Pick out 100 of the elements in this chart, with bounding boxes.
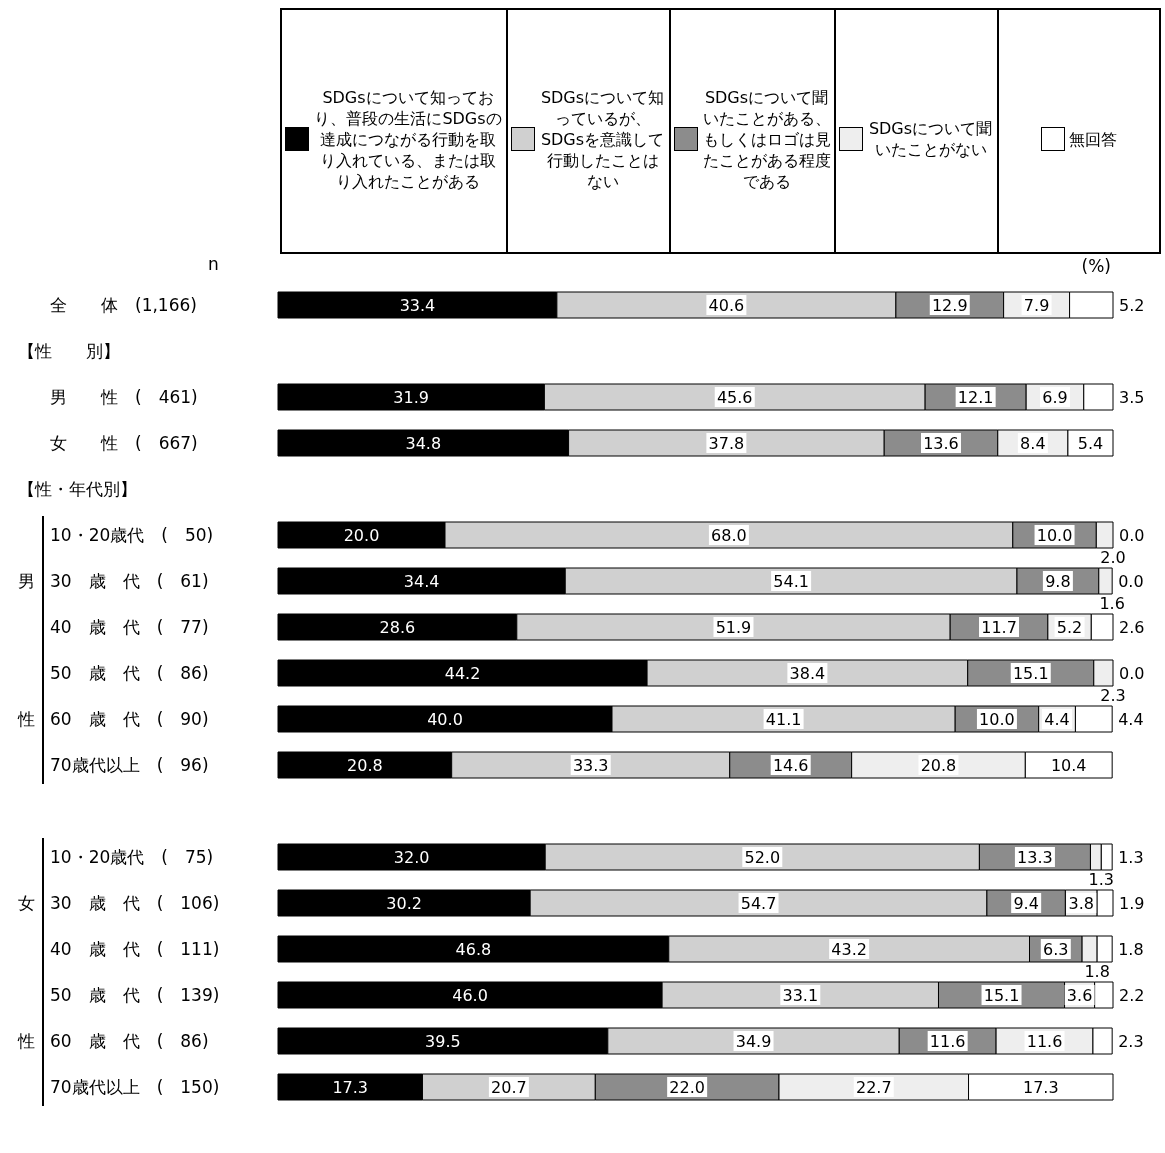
data-label: 2.3 xyxy=(1118,1031,1144,1051)
text: 性 xyxy=(18,1030,35,1053)
data-label: 2.6 xyxy=(1119,617,1145,637)
data-label: 1.6 xyxy=(1099,593,1125,613)
data-label: 40.6 xyxy=(708,295,745,315)
data-label: 3.6 xyxy=(1066,985,1093,1005)
text: 男 xyxy=(18,570,35,593)
data-label: 1.8 xyxy=(1084,961,1110,981)
data-label: 2.3 xyxy=(1100,685,1126,705)
text: 女 xyxy=(18,892,35,915)
data-label: 68.0 xyxy=(711,525,747,545)
data-label: 9.4 xyxy=(1013,893,1039,913)
text: (%) xyxy=(1081,256,1111,276)
y-tick-label: 10・20歳代 ( 75) xyxy=(50,846,214,867)
data-label: 10.0 xyxy=(979,709,1015,729)
y-tick-label: 70歳代以上 ( 150) xyxy=(50,1076,220,1097)
data-label: 33.1 xyxy=(782,985,819,1005)
data-label: 22.0 xyxy=(669,1077,705,1097)
data-label: 1.3 xyxy=(1118,847,1144,867)
data-label: 4.4 xyxy=(1044,709,1070,729)
y-tick-label: 30 歳 代 ( 61) xyxy=(50,570,209,591)
data-label: 0.0 xyxy=(1118,571,1144,591)
data-label: 3.5 xyxy=(1119,387,1145,407)
data-label: 11.6 xyxy=(1026,1031,1063,1051)
legend-label: SDGsについて知っており、普段の生活にSDGsの達成につながる行動を取り入れている、または取り入れたことがある xyxy=(313,86,503,192)
data-label: 13.6 xyxy=(923,433,959,453)
data-label: 30.2 xyxy=(386,893,422,913)
data-label: 0.0 xyxy=(1119,663,1145,683)
data-label: 9.8 xyxy=(1045,571,1071,591)
data-label: 20.0 xyxy=(343,525,380,545)
y-tick-label: 50 歳 代 ( 139) xyxy=(50,984,220,1005)
data-label: 54.1 xyxy=(773,571,809,591)
data-label: 38.4 xyxy=(789,663,826,683)
data-label: 2.2 xyxy=(1119,985,1145,1005)
data-label: 17.3 xyxy=(1022,1077,1059,1097)
data-label: 4.4 xyxy=(1118,709,1144,729)
data-label: 7.9 xyxy=(1023,295,1050,315)
data-label: 17.3 xyxy=(332,1077,369,1097)
legend-label: SDGsについて知っているが、SDGsを意識して行動したことはない xyxy=(539,86,666,192)
data-label: 43.2 xyxy=(831,939,867,959)
legend-label: SDGsについて聞いたことがない xyxy=(867,118,994,160)
text: 性 xyxy=(18,708,35,731)
data-label: 11.6 xyxy=(929,1031,966,1051)
text: 【性 別】 xyxy=(18,340,120,363)
data-label: 5.4 xyxy=(1077,433,1104,453)
data-label: 31.9 xyxy=(393,387,429,407)
data-label: 13.3 xyxy=(1017,847,1053,867)
data-label: 32.0 xyxy=(393,847,430,867)
data-label: 46.0 xyxy=(452,985,488,1005)
y-tick-label: 30 歳 代 ( 106) xyxy=(50,892,220,913)
data-label: 34.9 xyxy=(735,1031,772,1051)
data-label: 52.0 xyxy=(744,847,781,867)
data-label: 51.9 xyxy=(715,617,752,637)
data-label: 44.2 xyxy=(444,663,481,683)
data-label: 40.0 xyxy=(427,709,463,729)
data-label: 34.8 xyxy=(405,433,442,453)
y-tick-label: 全 体 (1,166) xyxy=(50,294,197,315)
data-label: 1.3 xyxy=(1088,869,1115,889)
data-label: 10.4 xyxy=(1050,755,1087,775)
y-tick-label: 男 性 ( 461) xyxy=(50,386,198,407)
data-label: 20.7 xyxy=(491,1077,527,1097)
data-label: 41.1 xyxy=(765,709,802,729)
data-label: 37.8 xyxy=(708,433,745,453)
data-label: 1.9 xyxy=(1119,893,1145,913)
y-tick-label: 60 歳 代 ( 90) xyxy=(50,708,209,729)
data-label: 5.2 xyxy=(1056,617,1083,637)
data-label: 54.7 xyxy=(740,893,777,913)
data-label: 3.8 xyxy=(1068,893,1094,913)
data-label: 1.8 xyxy=(1118,939,1144,959)
data-label: 22.7 xyxy=(855,1077,892,1097)
data-label: 28.6 xyxy=(379,617,416,637)
data-label: 12.1 xyxy=(957,387,994,407)
data-label: 10.0 xyxy=(1036,525,1073,545)
data-label: 6.3 xyxy=(1043,939,1069,959)
data-label: 39.5 xyxy=(425,1031,461,1051)
y-tick-label: 40 歳 代 ( 77) xyxy=(50,616,209,637)
data-label: 5.2 xyxy=(1119,295,1145,315)
data-label: 8.4 xyxy=(1020,433,1046,453)
legend-label: SDGsについて聞いたことがある、もしくはロゴは見たことがある程度である xyxy=(702,86,831,192)
data-label: 33.4 xyxy=(399,295,436,315)
y-tick-label: 10・20歳代 ( 50) xyxy=(50,524,214,545)
data-label: 15.1 xyxy=(983,985,1020,1005)
data-label: 20.8 xyxy=(920,755,957,775)
data-label: 0.0 xyxy=(1119,525,1145,545)
text: 【性・年代別】 xyxy=(18,478,137,501)
data-label: 34.4 xyxy=(403,571,440,591)
y-tick-label: 50 歳 代 ( 86) xyxy=(50,662,209,683)
data-label: 33.3 xyxy=(572,755,609,775)
y-tick-label: 40 歳 代 ( 111) xyxy=(50,938,220,959)
legend-label: 無回答 xyxy=(1069,128,1117,150)
data-label: 2.0 xyxy=(1100,547,1126,567)
data-label: 11.7 xyxy=(981,617,1017,637)
data-label: 45.6 xyxy=(716,387,753,407)
y-tick-label: 60 歳 代 ( 86) xyxy=(50,1030,209,1051)
y-tick-label: 女 性 ( 667) xyxy=(50,432,198,453)
data-label: 12.9 xyxy=(931,295,968,315)
data-label: 46.8 xyxy=(455,939,492,959)
y-tick-label: 70歳代以上 ( 96) xyxy=(50,754,209,775)
text: n xyxy=(208,254,219,274)
data-label: 15.1 xyxy=(1012,663,1049,683)
